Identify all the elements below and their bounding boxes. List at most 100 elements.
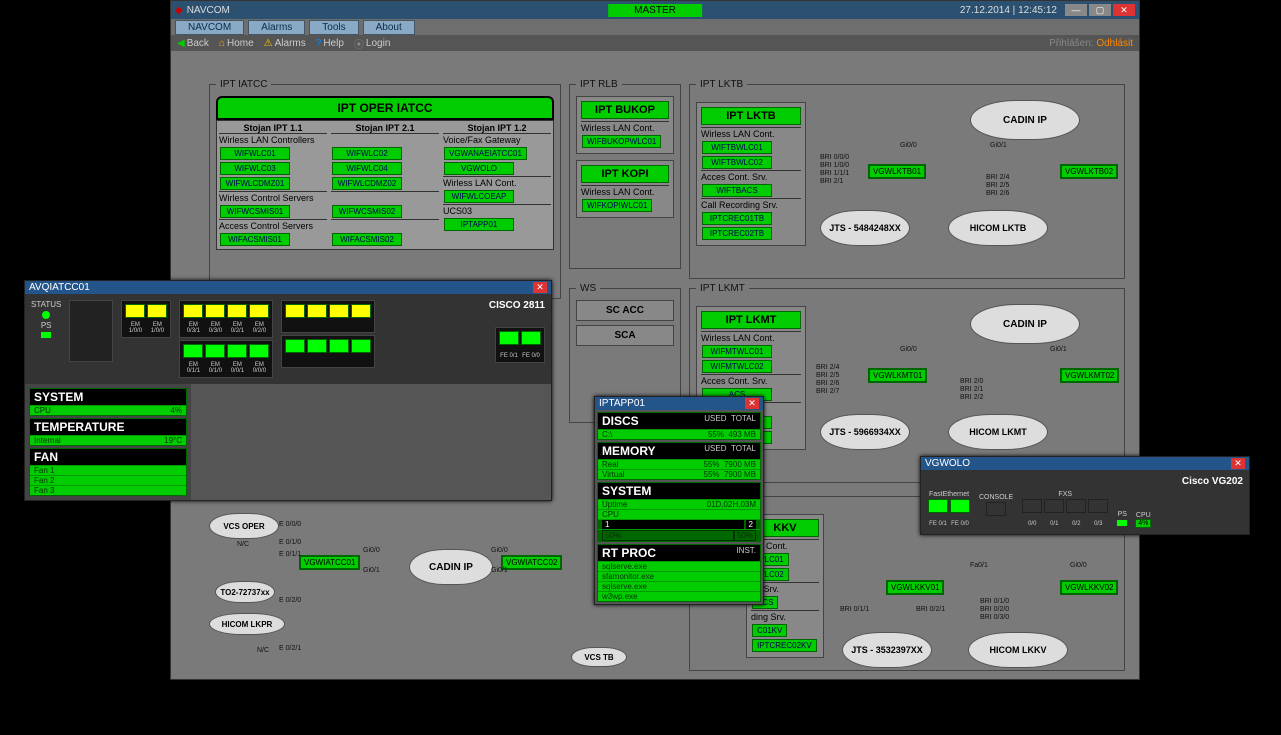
- node[interactable]: WIFWLC02: [332, 147, 402, 160]
- node[interactable]: WIFMTWLC01: [702, 345, 772, 358]
- node[interactable]: WIFTBWLC02: [702, 156, 772, 169]
- port-icon[interactable]: [249, 304, 269, 318]
- group-ipt-rlb: IPT RLB IPT BUKOP Wirless LAN Cont. WIFB…: [569, 79, 681, 269]
- minimize-button[interactable]: —: [1065, 4, 1087, 16]
- node[interactable]: WIFWCSMIS01: [220, 205, 290, 218]
- home-button[interactable]: ⌂Home: [219, 38, 254, 49]
- cloud-hicom: HICOM LKMT: [948, 414, 1048, 450]
- cloud-cadin-center: CADIN IP: [409, 549, 493, 585]
- popup-iptapp01[interactable]: IPTAPP01✕ DISCSUSED TOTAL C:\55% 493 MB …: [594, 396, 764, 605]
- popup-title: AVQIATCC01: [29, 282, 90, 293]
- popup-vgwolo[interactable]: VGWOLO✕ Cisco VG202 FastEthernet FE 0/1F…: [920, 456, 1250, 535]
- node[interactable]: VGWIATCC01: [299, 555, 360, 570]
- timestamp: 27.12.2014 | 12:45:12: [960, 5, 1057, 16]
- node[interactable]: VGWLKMT01: [868, 368, 927, 383]
- port-icon[interactable]: [928, 499, 948, 513]
- port-icon[interactable]: [351, 339, 371, 353]
- node[interactable]: C01KV: [752, 624, 787, 637]
- node[interactable]: IPTCREC02TB: [702, 227, 772, 240]
- port-icon[interactable]: [307, 304, 327, 318]
- node[interactable]: WIFWLC01: [220, 147, 290, 160]
- node[interactable]: VGWLKMT02: [1060, 368, 1119, 383]
- port-icon[interactable]: [950, 499, 970, 513]
- node[interactable]: WIFACSMIS02: [332, 233, 402, 246]
- port-icon[interactable]: [1066, 499, 1086, 513]
- port-icon[interactable]: [285, 339, 305, 353]
- back-button[interactable]: ◀Back: [177, 38, 209, 49]
- node[interactable]: WIFWLCOEAP: [444, 190, 514, 203]
- login-button[interactable]: ⦿Login: [354, 36, 390, 51]
- app-title: NAVCOM: [187, 5, 230, 16]
- node[interactable]: WIFWLCDMZ01: [220, 177, 290, 190]
- status-led-icon: [42, 311, 50, 319]
- node[interactable]: WIFMTWLC02: [702, 360, 772, 373]
- port-icon[interactable]: [285, 304, 305, 318]
- node[interactable]: WIFWLC04: [332, 162, 402, 175]
- cloud-hicom: HICOM LKTB: [948, 210, 1048, 246]
- maximize-button[interactable]: ▢: [1089, 4, 1111, 16]
- popup-title: IPTAPP01: [599, 398, 645, 409]
- logout-link[interactable]: Odhlásit: [1096, 38, 1133, 49]
- port-icon[interactable]: [1088, 499, 1108, 513]
- node[interactable]: VGWLKTB02: [1060, 164, 1118, 179]
- port-icon[interactable]: [183, 344, 203, 358]
- port-icon[interactable]: [147, 304, 167, 318]
- app-logo-icon: ◆: [175, 5, 183, 16]
- node[interactable]: VGWOLO: [444, 162, 514, 175]
- ps-led-icon: [41, 332, 51, 338]
- port-icon[interactable]: [986, 502, 1006, 516]
- close-icon[interactable]: ✕: [1231, 458, 1245, 469]
- node[interactable]: WIFWLC03: [220, 162, 290, 175]
- node[interactable]: WIFTBWLC01: [702, 141, 772, 154]
- help-button[interactable]: ?Help: [316, 38, 344, 49]
- port-icon[interactable]: [227, 304, 247, 318]
- node[interactable]: IPTCREC02KV: [752, 639, 817, 652]
- port-icon[interactable]: [205, 344, 225, 358]
- node[interactable]: WIFACSMIS01: [220, 233, 290, 246]
- device-slot-icon: [69, 300, 113, 362]
- node[interactable]: VGWANAEIATCC01: [444, 147, 527, 160]
- port-icon[interactable]: [521, 331, 541, 345]
- port-icon[interactable]: [1022, 499, 1042, 513]
- ps-led-icon: [1117, 520, 1127, 526]
- port-icon[interactable]: [205, 304, 225, 318]
- menu-alarms[interactable]: Alarms: [248, 20, 305, 35]
- node[interactable]: IPTAPP01: [444, 218, 514, 231]
- port-icon[interactable]: [183, 304, 203, 318]
- master-badge: MASTER: [608, 4, 702, 17]
- popup-title: VGWOLO: [925, 458, 970, 469]
- node[interactable]: WIFBUKOPWLC01: [582, 135, 661, 148]
- node[interactable]: VGWLKKV01: [886, 580, 944, 595]
- port-icon[interactable]: [351, 304, 371, 318]
- menu-tools[interactable]: Tools: [309, 20, 358, 35]
- node[interactable]: WIFWCSMIS02: [332, 205, 402, 218]
- port-icon[interactable]: [125, 304, 145, 318]
- alarms-button[interactable]: ⚠Alarms: [264, 38, 306, 49]
- node[interactable]: WIFKOPIWLC01: [582, 199, 652, 212]
- port-icon[interactable]: [307, 339, 327, 353]
- cloud-jts: JTS - 5966934XX: [820, 414, 910, 450]
- node[interactable]: WIFTBACS: [702, 184, 772, 197]
- port-icon[interactable]: [329, 339, 349, 353]
- close-button[interactable]: ✕: [1113, 4, 1135, 16]
- cloud-hicom: HICOM LKKV: [968, 632, 1068, 668]
- cpu-badge: 4%: [1135, 519, 1151, 528]
- node[interactable]: VGWLKTB01: [868, 164, 926, 179]
- node[interactable]: VGWLKKV02: [1060, 580, 1118, 595]
- node[interactable]: WIFWLCDMZ02: [332, 177, 402, 190]
- close-icon[interactable]: ✕: [745, 398, 759, 409]
- node[interactable]: IPTCREC01TB: [702, 212, 772, 225]
- close-icon[interactable]: ✕: [533, 282, 547, 293]
- iatcc-header: IPT OPER IATCC: [216, 96, 554, 120]
- port-icon[interactable]: [499, 331, 519, 345]
- cloud-jts: JTS - 5484248XX: [820, 210, 910, 246]
- port-icon[interactable]: [1044, 499, 1064, 513]
- node[interactable]: VGWIATCC02: [501, 555, 562, 570]
- port-icon[interactable]: [329, 304, 349, 318]
- port-icon[interactable]: [227, 344, 247, 358]
- menu-about[interactable]: About: [363, 20, 415, 35]
- cloud-cadin: CADIN IP: [970, 100, 1080, 140]
- port-icon[interactable]: [249, 344, 269, 358]
- popup-avqiatcc01[interactable]: AVQIATCC01✕ STATUS PS EM 1/0/0EM 1/0/0 E…: [24, 280, 552, 501]
- menu-navcom[interactable]: NAVCOM: [175, 20, 244, 35]
